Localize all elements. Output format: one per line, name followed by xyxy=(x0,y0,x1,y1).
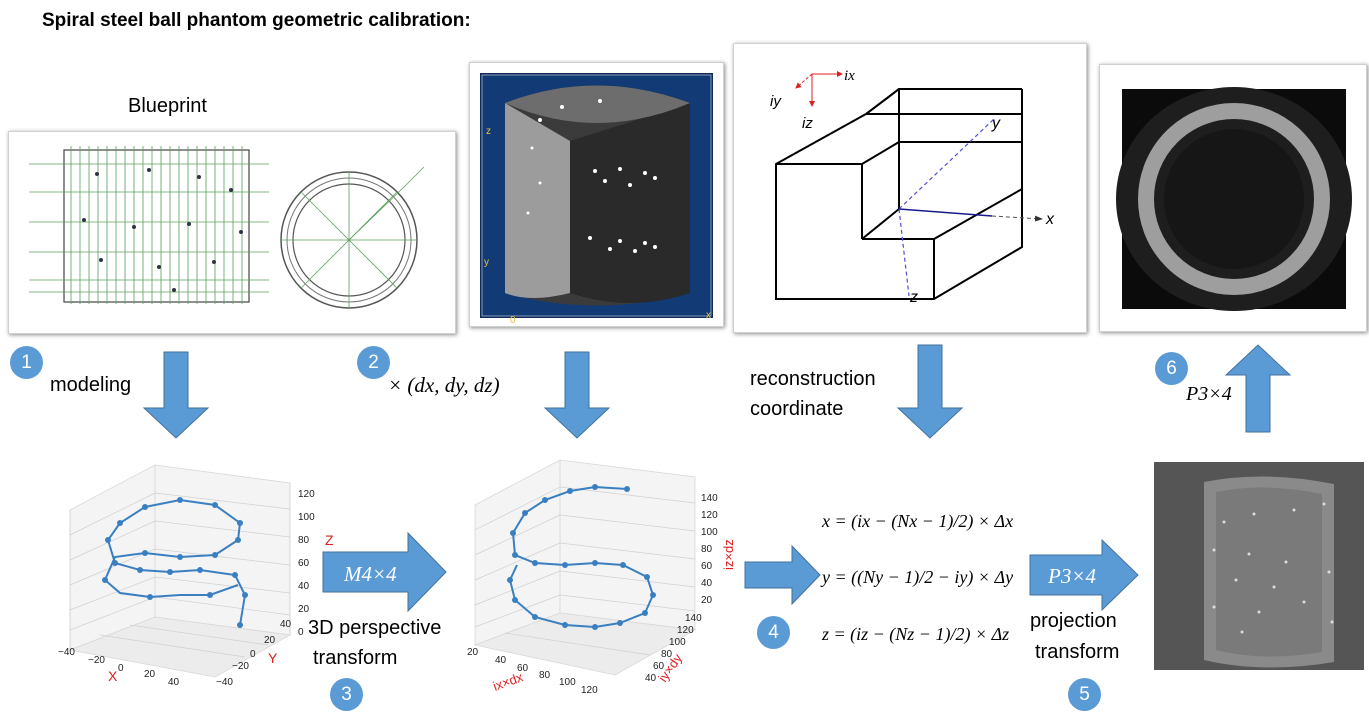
volume-axis-x: x xyxy=(706,310,711,321)
step-badge-1: 1 xyxy=(10,346,43,379)
helix-curve-1 xyxy=(103,498,247,626)
p2-xtick: 120 xyxy=(581,685,598,696)
p1-xtick: 20 xyxy=(144,669,156,680)
p1-ztick: 60 xyxy=(298,558,310,569)
axis-ix: ix xyxy=(844,68,855,84)
p1-ztick: 0 xyxy=(298,627,304,638)
projection-label-line2: transform xyxy=(1035,641,1120,663)
p2-ytick: 40 xyxy=(645,673,657,684)
projection-image-panel xyxy=(1154,462,1364,670)
arrow-right-5 xyxy=(1029,538,1139,612)
axis-y: y xyxy=(991,115,1001,132)
equation-y: y = ((Ny − 1)/2 − iy) × Δy xyxy=(822,567,1014,587)
p2-xlabel: ix×dx xyxy=(491,669,525,694)
p1-ztick: 120 xyxy=(298,489,315,500)
p2-xtick: 40 xyxy=(495,655,507,666)
p2-ztick: 20 xyxy=(701,595,713,606)
step-badge-5: 5 xyxy=(1068,678,1101,711)
blueprint-label: Blueprint xyxy=(128,95,207,117)
arrow-right-4 xyxy=(744,544,821,606)
p2-xtick: 100 xyxy=(559,677,576,688)
p2-xtick: 60 xyxy=(517,663,529,674)
p1-ztick: 40 xyxy=(298,581,310,592)
recon-label-line1: reconstruction xyxy=(750,368,876,390)
projection-image xyxy=(1154,462,1364,670)
axis-x: x xyxy=(1045,211,1055,228)
perspective-label-line1: 3D perspective xyxy=(308,617,442,639)
p1-ztick: 20 xyxy=(298,604,310,615)
perspective-label-line2: transform xyxy=(313,647,398,669)
ct-slice-panel xyxy=(1099,64,1367,332)
arrow-down-2 xyxy=(543,351,611,439)
p1-ztick: 80 xyxy=(298,535,310,546)
equation-z: z = (iz − (Nz − 1)/2) × Δz xyxy=(822,624,1010,644)
p1-ylabel: Y xyxy=(268,650,278,666)
scale-label: × (dx, dy, dz) xyxy=(388,373,500,397)
recon-label-line2: coordinate xyxy=(750,398,844,420)
p1-ytick: −20 xyxy=(232,661,249,672)
blueprint-panel xyxy=(8,131,456,334)
step-badge-6: 6 xyxy=(1155,352,1188,385)
p1-ytick: −40 xyxy=(216,677,233,688)
p1-xtick: −40 xyxy=(58,647,75,658)
helix-plot-model: 120 100 80 60 40 20 0 −40 −20 0 20 40 40… xyxy=(58,464,334,688)
p1-ztick: 100 xyxy=(298,512,315,523)
p1-zlabel: Z xyxy=(325,532,334,548)
p2-ztick: 80 xyxy=(701,544,713,555)
p2-xtick: 20 xyxy=(467,647,479,658)
recon-coordinate-panel: ix iy iz x y z xyxy=(733,43,1087,333)
p2-ytick: 100 xyxy=(669,637,686,648)
blueprint-drawing xyxy=(29,146,425,309)
volume-axis-y: y xyxy=(484,257,489,268)
p1-xlabel: X xyxy=(108,668,118,684)
p2-ztick: 100 xyxy=(701,527,718,538)
step-badge-3: 3 xyxy=(330,678,363,711)
p1-ytick: 40 xyxy=(280,619,292,630)
volume-axis-z: z xyxy=(486,126,491,137)
ct-slice-image xyxy=(1116,87,1352,311)
p3x4-top-label: P3×4 xyxy=(1186,383,1232,405)
modeling-label: modeling xyxy=(50,374,132,396)
equation-x: x = (ix − (Nx − 1)/2) × Δx xyxy=(822,511,1014,531)
axis-iy: iy xyxy=(770,93,782,110)
p1-ytick: 0 xyxy=(250,649,256,660)
p1-xtick: 0 xyxy=(118,663,124,674)
arrow-down-3 xyxy=(896,344,964,439)
p1-xtick: 40 xyxy=(168,677,180,688)
volume-rendering: z y 0 x xyxy=(480,73,713,326)
p2-xtick: 80 xyxy=(539,670,551,681)
p2-ztick: 120 xyxy=(701,510,718,521)
p2-ztick: 60 xyxy=(701,561,713,572)
p2-zlabel: iz×dz xyxy=(721,539,736,570)
volume-panel: z y 0 x xyxy=(469,62,724,327)
p3x4-projection-label: P3×4 xyxy=(1048,564,1096,588)
p2-ytick: 60 xyxy=(653,661,665,672)
helix-plot-scaled: 140 120 100 80 60 40 20 20 40 60 80 100 … xyxy=(467,459,736,696)
p2-ztick: 40 xyxy=(701,578,713,589)
p1-ytick: 20 xyxy=(264,635,276,646)
p2-ytick: 80 xyxy=(661,649,673,660)
p1-xtick: −20 xyxy=(88,655,105,666)
arrow-down-1 xyxy=(142,351,210,439)
projection-label-line1: projection xyxy=(1030,610,1117,632)
arrow-right-3 xyxy=(322,531,447,613)
volume-axis-origin: 0 xyxy=(510,315,516,326)
step-badge-4: 4 xyxy=(757,616,790,649)
arrow-up-6 xyxy=(1224,344,1292,433)
page-title: Spiral steel ball phantom geometric cali… xyxy=(42,10,471,31)
coordinate-box-drawing: ix iy iz x y z xyxy=(770,68,1055,306)
p2-ztick: 140 xyxy=(701,493,718,504)
p2-ytick: 140 xyxy=(685,613,702,624)
axis-iz: iz xyxy=(802,115,813,132)
axis-z: z xyxy=(909,289,918,306)
m4x4-label: M4×4 xyxy=(344,562,397,586)
step-badge-2: 2 xyxy=(357,346,390,379)
p2-ytick: 120 xyxy=(677,625,694,636)
